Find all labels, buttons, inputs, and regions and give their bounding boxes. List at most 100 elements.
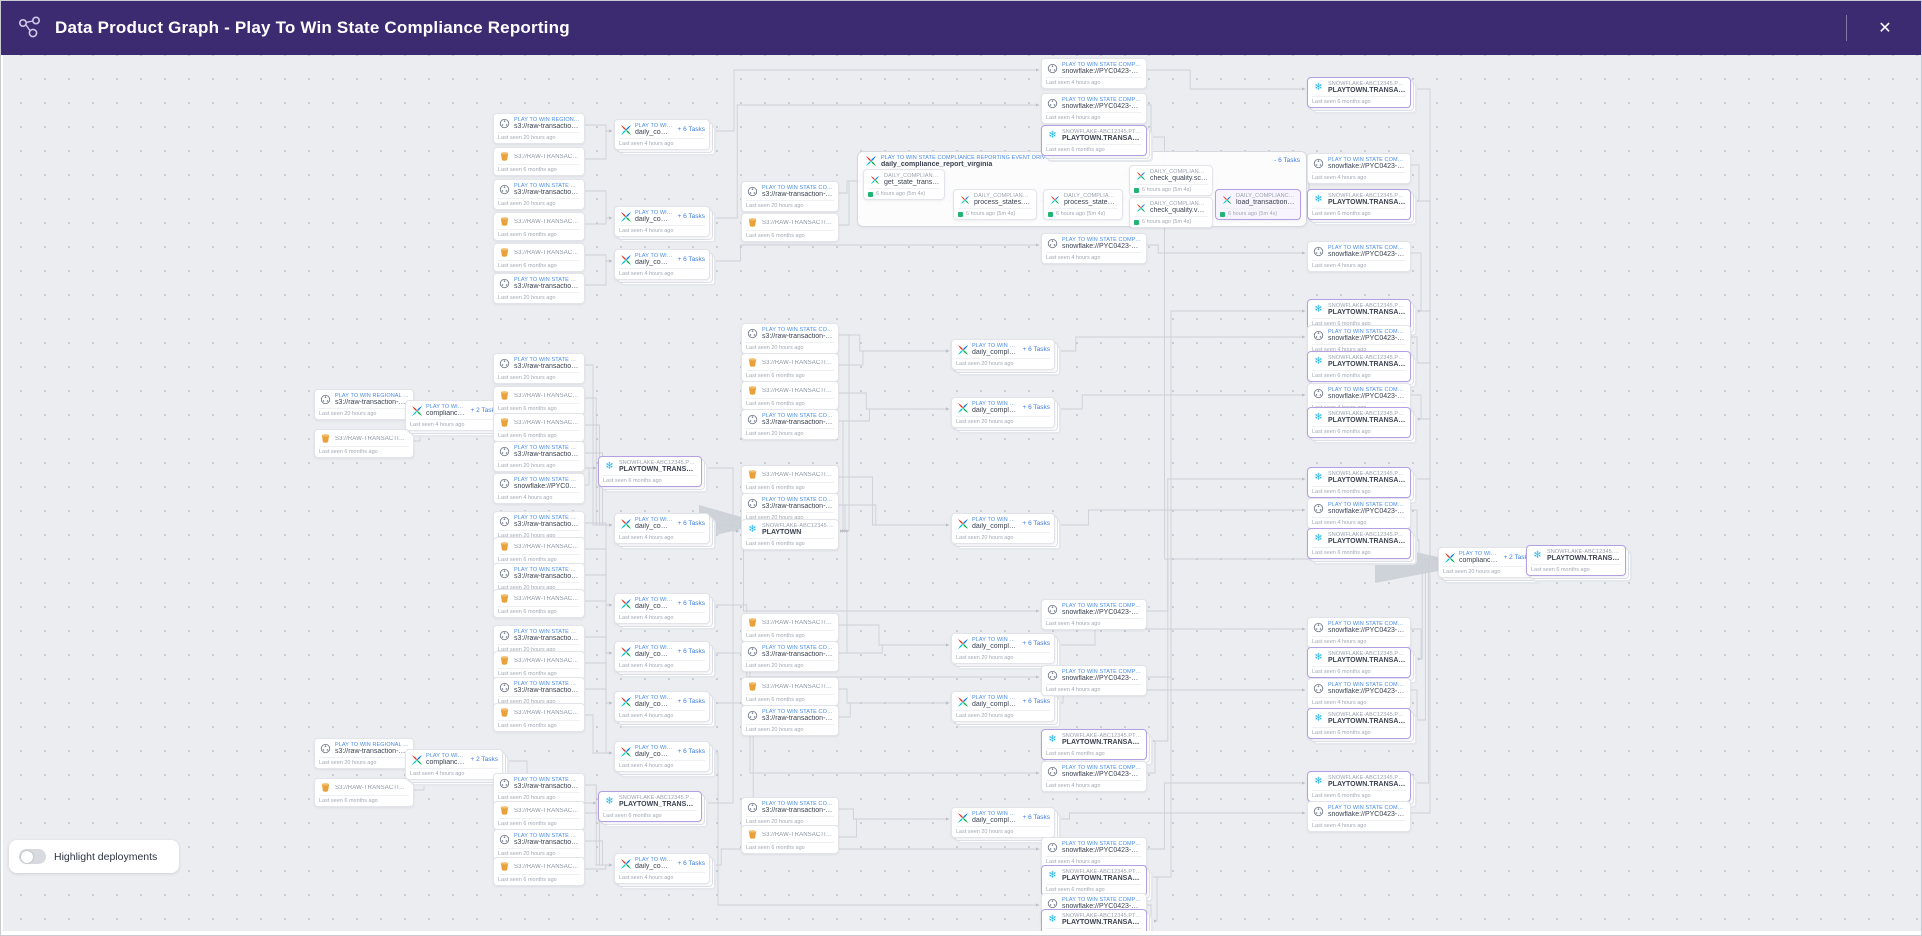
tasks-badge[interactable]: + 2 Tasks (470, 756, 498, 763)
graph-node-ds[interactable]: PLAY TO WIN STATE COMPLIANCE SHARED DATA… (1041, 58, 1147, 89)
graph-node-ds[interactable]: PLAY TO WIN STATE COMPLIANCE SHARED DATA… (493, 773, 585, 804)
graph-node-dag[interactable]: PLAY TO WIN STATE COMPLIANCE SHARED DATA… (614, 641, 710, 672)
graph-node-dag[interactable]: PLAY TO WIN STATE COMPLIANCE SHARED DATA… (614, 119, 710, 150)
graph-node-ds[interactable]: PLAY TO WIN REGIONAL COMPLIANCE SHARINGs… (314, 389, 414, 420)
tasks-badge[interactable]: + 6 Tasks (1022, 346, 1050, 353)
graph-node-sf[interactable]: ❄ SNOWFLAKE-ABC12345.PTW.DATA.PRODUCTSPL… (1307, 708, 1411, 739)
graph-node-ds[interactable]: PLAY TO WIN STATE COMPLIANCE SHARED DATA… (741, 409, 839, 440)
graph-node-dag[interactable]: PLAY TO WIN STATE COMPLIANCE SHARED DATA… (614, 593, 710, 624)
tasks-badge[interactable]: + 6 Tasks (677, 860, 705, 867)
graph-node-raw[interactable]: S3://RAW-TRANSACTION-DATA-WISCONSIN Last… (493, 413, 585, 442)
graph-node-dag[interactable]: PLAY TO WIN STATE COMPLIANCE SHARED DATA… (951, 513, 1055, 544)
tasks-badge[interactable]: + 6 Tasks (677, 213, 705, 220)
graph-node-task[interactable]: DAILY_COMPLIANCE_REPORT_VIRGINIAcheck_qu… (1129, 197, 1213, 228)
graph-node-ds[interactable]: PLAY TO WIN STATE COMPLIANCE SHARED DATA… (1041, 837, 1147, 868)
graph-node-ds[interactable]: PLAY TO WIN STATE COMPLIANCE SHARED DATA… (741, 705, 839, 736)
graph-node-dag[interactable]: PLAY TO WIN STATE COMPLIANCE SHARED DATA… (614, 249, 710, 280)
close-icon[interactable]: ✕ (1878, 20, 1892, 37)
graph-node-sf[interactable]: ❄ SNOWFLAKE-ABC12345.PTW.DATA.PRODUCTSPL… (1307, 189, 1411, 220)
graph-node-raw[interactable]: S3://RAW-TRANSACTION-DATA-INDIANA Last s… (493, 212, 585, 241)
graph-node-raw[interactable]: S3://RAW-TRANSACTION-DATA-VERMONT Last s… (493, 857, 585, 886)
graph-node-dag[interactable]: PLAY TO WIN STATE COMPLIANCE SHARED DATA… (951, 633, 1055, 664)
graph-node-raw[interactable]: S3://RAW-TRANSACTION-DATA-DELAWARE Last … (493, 703, 585, 732)
tasks-badge[interactable]: + 6 Tasks (1022, 640, 1050, 647)
graph-node-ds[interactable]: PLAY TO WIN REGIONAL COMPLIANCE SHARINGs… (314, 738, 414, 769)
graph-node-dag[interactable]: PLAY TO WIN REGIONAL COMPLIANCE SHARINGc… (405, 400, 503, 431)
graph-node-ds[interactable]: PLAY TO WIN STATE COMPLIANCE SHARED DATA… (1307, 801, 1411, 832)
graph-node-dag[interactable]: PLAY TO WIN STATE COMPLIANCE SHARED DATA… (614, 853, 710, 884)
graph-node-ds[interactable]: PLAY TO WIN STATE COMPLIANCE SHARED DATA… (1307, 498, 1411, 529)
graph-node-ds[interactable]: PLAY TO WIN STATE COMPLIANCE SHARED DATA… (1307, 678, 1411, 709)
graph-node-ds[interactable]: PLAY TO WIN STATE COMPLIANCE SHARED DATA… (1307, 241, 1411, 272)
tasks-badge[interactable]: + 6 Tasks (677, 126, 705, 133)
graph-node-raw[interactable]: S3://RAW-TRANSACTION-DATA-VIRGINIA Last … (741, 213, 839, 242)
graph-node-raw[interactable]: S3://RAW-TRANSACTION-DATA-IOWA Last seen… (493, 651, 585, 680)
graph-node-raw[interactable]: S3://RAW-TRANSACTION-DATA-MIDWEST Last s… (314, 429, 414, 458)
tasks-badge[interactable]: + 2 Tasks (470, 407, 498, 414)
graph-node-task[interactable]: DAILY_COMPLIANCE_REPORT_VIRGINIAprocess_… (1043, 189, 1123, 220)
graph-node-dag[interactable]: PLAY TO WIN STATE COMPLIANCE SHARED DATA… (614, 691, 710, 722)
graph-node-dag[interactable]: PLAY TO WIN REGIONAL COMPLIANCE SHARINGc… (405, 749, 503, 780)
graph-node-dag[interactable]: PLAY TO WIN STATE COMPLIANCE SHARED DATA… (614, 741, 710, 772)
graph-node-sf[interactable]: ❄ SNOWFLAKE-ABC12345.PTW.DATA.PRODUCTSPL… (1307, 467, 1411, 498)
graph-node-ds[interactable]: PLAY TO WIN STATE COMPLIANCE SHARED DATA… (493, 353, 585, 384)
graph-node-sf[interactable]: ❄ SNOWFLAKE-ABC12345.PTW.DATA.PRODUCTSPL… (1041, 125, 1147, 156)
graph-node-raw[interactable]: S3://RAW-TRANSACTION-DATA-WEST-VIRGINIA … (493, 801, 585, 830)
graph-node-ds[interactable]: PLAY TO WIN STATE COMPLIANCE SHARED DATA… (493, 441, 585, 472)
tasks-badge[interactable]: + 2 Tasks (1503, 554, 1531, 561)
graph-node-sfdb[interactable]: ❄ SNOWFLAKE-ABC12345.PTW.DATA.PRODUCTSPL… (741, 519, 839, 550)
tasks-badge[interactable]: + 6 Tasks (677, 648, 705, 655)
graph-node-ds[interactable]: PLAY TO WIN STATE COMPLIANCE SHARED DATA… (1041, 93, 1147, 124)
tasks-badge[interactable]: + 6 Tasks (677, 698, 705, 705)
graph-node-dag[interactable]: PLAY TO WIN STATE COMPLIANCE SHARED DATA… (951, 807, 1055, 838)
graph-node-raw[interactable]: S3://RAW-TRANSACTION-DATA-PENNSYLVANIA L… (741, 825, 839, 854)
graph-canvas[interactable]: PLAY TO WIN STATE COMPLIANCE REPORTING E… (3, 55, 1921, 931)
graph-node-ds[interactable]: PLAY TO WIN STATE COMPLIANCE SHARED DATA… (741, 181, 839, 212)
graph-node-ds[interactable]: PLAY TO WIN STATE COMPLIANCE SHARED DATA… (493, 179, 585, 210)
graph-node-taskhl[interactable]: DAILY_COMPLIANCE_REPORT_VIRGINIAload_tra… (1215, 189, 1301, 220)
graph-node-ds[interactable]: PLAY TO WIN STATE COMPLIANCE SHARED DATA… (1307, 617, 1411, 648)
graph-node-raw[interactable]: S3://RAW-TRANSACTION-DATA-MISSOURI Last … (741, 381, 839, 410)
tasks-badge[interactable]: + 6 Tasks (1022, 814, 1050, 821)
graph-node-sf[interactable]: ❄ SNOWFLAKE-ABC12345.PTW.DATA.PRODUCTSPL… (1041, 909, 1147, 931)
graph-node-sf[interactable]: ❄ SNOWFLAKE-ABC12345.PTW.DATA.PRODUCTSPL… (1307, 647, 1411, 678)
graph-node-dag[interactable]: PLAY TO WIN STATE COMPLIANCE SHARED DATA… (614, 206, 710, 237)
tasks-badge[interactable]: + 6 Tasks (1022, 404, 1050, 411)
tasks-badge[interactable]: + 6 Tasks (677, 748, 705, 755)
graph-node-raw[interactable]: S3://RAW-TRANSACTION-DATA-NEW-ENGLAND La… (314, 778, 414, 807)
tasks-badge[interactable]: + 6 Tasks (677, 520, 705, 527)
graph-node-raw[interactable]: S3://RAW-TRANSACTION-DATA-MINNESOTA Last… (741, 613, 839, 642)
collapse-tasks-badge[interactable]: - 6 Tasks (1274, 157, 1300, 164)
graph-node-ds[interactable]: PLAY TO WIN STATE COMPLIANCE SHARED DATA… (493, 473, 585, 504)
tasks-badge[interactable]: + 6 Tasks (677, 256, 705, 263)
graph-node-raw[interactable]: S3://RAW-TRANSACTION-DATA-NEW-JERSEY Las… (741, 677, 839, 706)
graph-node-sf[interactable]: ❄ SNOWFLAKE-ABC12345.PTW.DATA.PRODUCTSPL… (1307, 407, 1411, 438)
tasks-badge[interactable]: + 6 Tasks (1022, 698, 1050, 705)
graph-node-ds[interactable]: PLAY TO WIN STATE COMPLIANCE SHARED DATA… (741, 641, 839, 672)
graph-node-raw[interactable]: S3://RAW-TRANSACTION-DATA-SOUTHEAST Last… (493, 147, 585, 176)
graph-node-ds[interactable]: PLAY TO WIN STATE COMPLIANCE SHARED DATA… (1041, 599, 1147, 630)
graph-node-task[interactable]: DAILY_COMPLIANCE_REPORT_VIRGINIAget_stat… (863, 169, 945, 200)
tasks-badge[interactable]: + 6 Tasks (1022, 520, 1050, 527)
graph-node-sf[interactable]: ❄ SNOWFLAKE-ABC12345.PTW.DATA.PRODUCTSPL… (1307, 771, 1411, 802)
graph-node-sf[interactable]: ❄ SNOWFLAKE-ABC12345.PTW.DATA.PRODUCTSPL… (1041, 729, 1147, 760)
graph-node-sf[interactable]: ❄ SNOWFLAKE-ABC12345.PTW.DATA.PRODUCTSPL… (1307, 77, 1411, 108)
graph-node-ds[interactable]: PLAY TO WIN STATE COMPLIANCE SHARED DATA… (741, 797, 839, 828)
graph-node-sf[interactable]: ❄ SNOWFLAKE-ABC12345.PTW.DATA.PRODUCTSPL… (1307, 351, 1411, 382)
graph-node-sf[interactable]: ❄ SNOWFLAKE-ABC12345.PTW.DATA.PRODUCTSPL… (1526, 545, 1626, 576)
toggle-switch[interactable] (19, 849, 46, 864)
tasks-badge[interactable]: + 6 Tasks (677, 600, 705, 607)
graph-node-raw[interactable]: S3://RAW-TRANSACTION-DATA-MICHIGAN Last … (493, 386, 585, 415)
graph-node-ds[interactable]: PLAY TO WIN STATE COMPLIANCE SHARED DATA… (1041, 665, 1147, 696)
graph-node-raw[interactable]: S3://RAW-TRANSACTION-DATA-MARYLAND Last … (493, 589, 585, 618)
graph-node-dag[interactable]: PLAY TO WIN STATE COMPLIANCE SHARED DATA… (951, 691, 1055, 722)
graph-node-ds[interactable]: PLAY TO WIN STATE COMPLIANCE SHARED DATA… (1041, 761, 1147, 792)
graph-node-sf[interactable]: ❄ SNOWFLAKE-ABC12345.PTW.DATA.PRODUCTSPL… (598, 791, 702, 822)
graph-node-sf[interactable]: ❄ SNOWFLAKE-ABC12345.PTW.DATA.PRODUCTSPL… (1307, 528, 1411, 559)
graph-node-ds[interactable]: PLAY TO WIN REGIONAL COMPLIANCE SHARINGs… (493, 113, 585, 144)
graph-node-dag[interactable]: PLAY TO WIN STATE COMPLIANCE SHARED DATA… (951, 397, 1055, 428)
graph-node-ds[interactable]: PLAY TO WIN STATE COMPLIANCE SHARED DATA… (1041, 233, 1147, 264)
graph-node-ds[interactable]: PLAY TO WIN STATE COMPLIANCE SHARED DATA… (493, 829, 585, 860)
graph-node-sf[interactable]: ❄ SNOWFLAKE-ABC12345.PTW.DATA.PRODUCTSPL… (1041, 865, 1147, 896)
graph-node-raw[interactable]: S3://RAW-TRANSACTION-DATA-CONNECTICUT La… (741, 465, 839, 494)
